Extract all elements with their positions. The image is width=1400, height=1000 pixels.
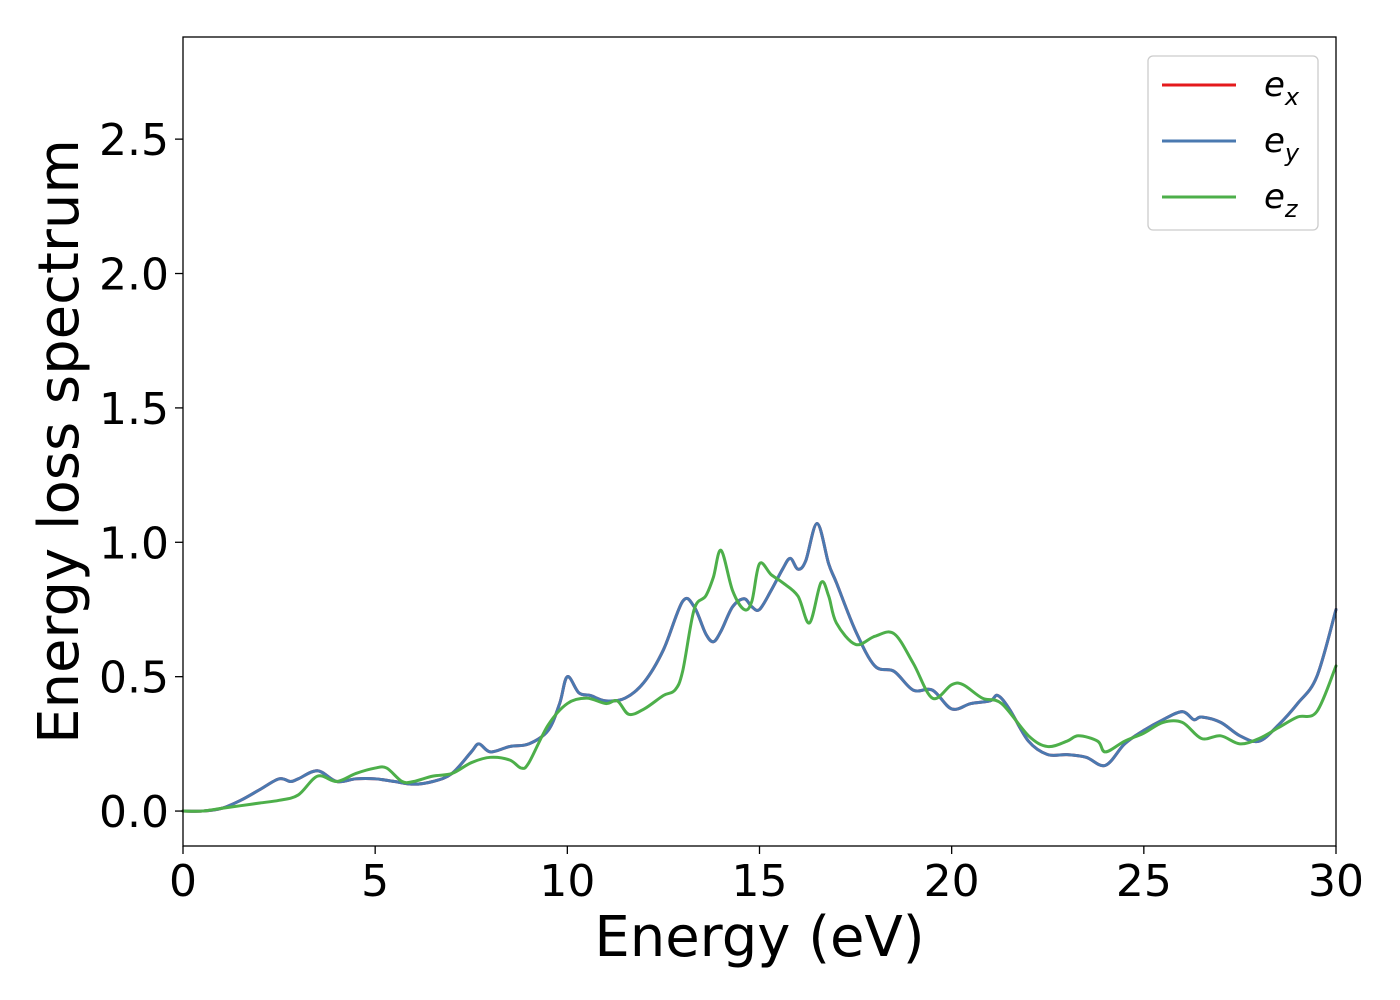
y-tick-label: 0.0 [99,787,169,838]
legend-label-y: ey [1264,121,1300,167]
y-tick-label: 1.0 [99,518,169,569]
x-tick-label: 15 [732,856,788,907]
x-tick-label: 30 [1308,856,1364,907]
x-tick-label: 0 [169,856,197,907]
y-tick-label: 2.0 [99,250,169,301]
y-tick-label: 2.5 [99,115,169,166]
legend-label-x: ex [1264,65,1300,111]
series-line-y [181,521,1338,813]
x-tick-label: 5 [361,856,389,907]
x-axis-label: Energy (eV) [594,905,924,970]
x-tick-label: 10 [539,856,595,907]
legend-label-z: ez [1264,177,1299,223]
x-tick-label: 20 [924,856,980,907]
y-axis-label: Energy loss spectrum [27,139,92,744]
x-tick-label: 25 [1116,856,1172,907]
y-tick-label: 1.5 [99,384,169,435]
series-line-z [181,548,1338,813]
legend: ex ey ez [1147,55,1319,231]
y-tick-label: 0.5 [99,653,169,704]
legend-box [1147,55,1319,231]
